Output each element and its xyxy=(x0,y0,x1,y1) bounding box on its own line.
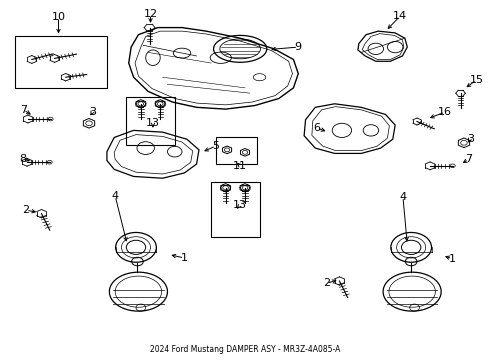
Text: 1: 1 xyxy=(449,254,456,264)
Text: 7: 7 xyxy=(465,154,472,165)
Text: 3: 3 xyxy=(467,134,474,144)
Text: 8: 8 xyxy=(20,154,26,164)
Text: 15: 15 xyxy=(469,75,484,85)
Text: 3: 3 xyxy=(89,107,96,117)
Bar xyxy=(211,182,260,237)
Text: 16: 16 xyxy=(438,107,452,117)
Text: 13: 13 xyxy=(146,118,160,128)
Text: 4: 4 xyxy=(399,192,407,202)
Text: 2024 Ford Mustang DAMPER ASY - MR3Z-4A085-A: 2024 Ford Mustang DAMPER ASY - MR3Z-4A08… xyxy=(150,345,340,354)
Text: 10: 10 xyxy=(51,12,66,22)
Text: 1: 1 xyxy=(181,253,188,263)
Bar xyxy=(15,36,107,88)
Bar xyxy=(126,97,175,145)
Text: 4: 4 xyxy=(112,191,119,201)
Text: 11: 11 xyxy=(233,161,247,171)
Text: 2: 2 xyxy=(323,279,330,288)
Bar xyxy=(216,138,257,164)
Text: 13: 13 xyxy=(233,200,247,210)
Text: 9: 9 xyxy=(294,42,302,52)
Text: 2: 2 xyxy=(23,205,29,215)
Text: 12: 12 xyxy=(144,9,158,19)
Text: 7: 7 xyxy=(20,105,27,115)
Text: 5: 5 xyxy=(213,141,220,151)
Text: 14: 14 xyxy=(393,11,407,21)
Text: 6: 6 xyxy=(313,123,320,133)
